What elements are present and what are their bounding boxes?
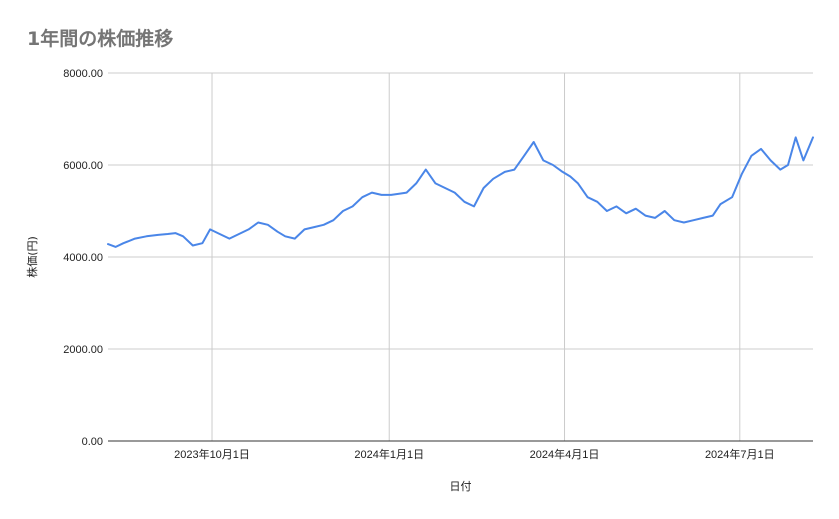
- price-series-line: [107, 136, 814, 248]
- y-axis-title: 株価(円): [25, 236, 39, 278]
- x-tick-label: 2023年10月1日: [174, 447, 250, 461]
- y-tick-label: 2000.00: [63, 344, 103, 356]
- x-tick-label: 2024年7月1日: [705, 447, 775, 461]
- y-tick-label: 0.00: [82, 436, 103, 448]
- horizontal-gridlines: [108, 72, 813, 350]
- y-axis-tick-labels: 0.00 2000.00 4000.00 6000.00 8000.00: [63, 68, 103, 448]
- x-tick-label: 2024年1月1日: [354, 447, 424, 461]
- chart-title: 1年間の株価推移: [27, 28, 174, 50]
- x-axis-title: 日付: [450, 480, 472, 493]
- x-axis-tick-labels: 2023年10月1日 2024年1月1日 2024年4月1日 2024年7月1日: [174, 447, 775, 461]
- y-tick-label: 8000.00: [63, 68, 103, 80]
- y-tick-label: 6000.00: [63, 160, 103, 172]
- vertical-gridlines: [211, 73, 741, 441]
- y-tick-label: 4000.00: [63, 252, 103, 264]
- x-tick-label: 2024年4月1日: [530, 447, 600, 461]
